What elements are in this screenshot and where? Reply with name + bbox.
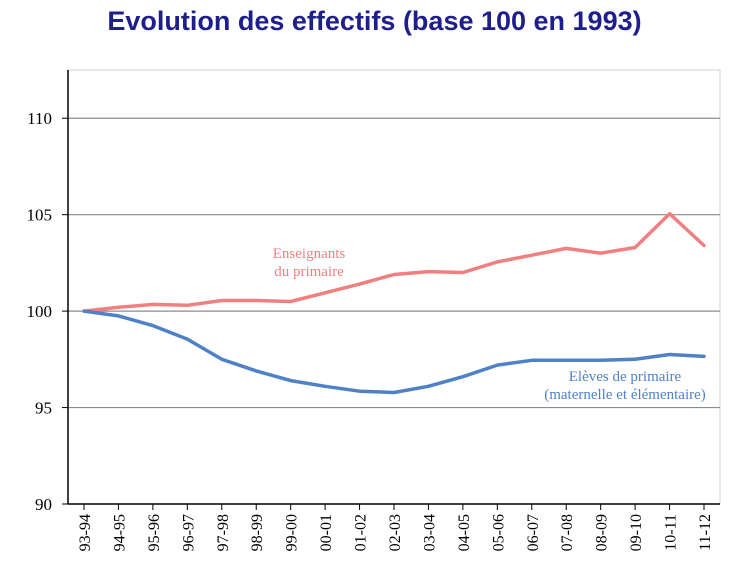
- series-lines: [82, 211, 706, 395]
- x-tick-label: 10-11: [663, 514, 680, 551]
- x-tick-label: 08-09: [594, 514, 611, 551]
- series-line-eleves: [82, 309, 706, 395]
- x-tick-label: 00-01: [318, 514, 335, 551]
- x-tick-label: 04-05: [456, 514, 473, 551]
- grid-lines: [67, 69, 721, 505]
- x-tick-label: 01-02: [353, 514, 370, 551]
- y-tick-label: 90: [35, 495, 52, 514]
- plot-area: [67, 69, 721, 505]
- x-tick-label: 98-99: [249, 514, 266, 551]
- x-tick-label: 96-97: [180, 514, 197, 551]
- series-label-enseignants: du primaire: [274, 264, 344, 280]
- series-label-eleves: Elèves de primaire: [569, 369, 682, 385]
- y-tick-label: 100: [27, 302, 53, 321]
- x-tick-label: 05-06: [490, 514, 507, 551]
- x-tick-label: 94-95: [111, 514, 128, 551]
- x-tick-label: 11-12: [697, 514, 714, 551]
- x-tick-label: 93-94: [77, 514, 94, 551]
- x-tick-label: 99-00: [284, 514, 301, 551]
- x-tick-label: 03-04: [421, 514, 438, 551]
- y-axis-ticks: 90 95 100 105 110: [27, 109, 68, 514]
- x-tick-label: 07-08: [559, 514, 576, 551]
- series-label-eleves: (maternelle et élémentaire): [544, 387, 706, 403]
- chart-title: Evolution des effectifs (base 100 en 199…: [107, 6, 642, 36]
- y-tick-label: 105: [27, 206, 53, 225]
- y-tick-label: 95: [35, 399, 52, 418]
- series-label-enseignants: Enseignants: [273, 246, 346, 262]
- x-tick-label: 95-96: [146, 514, 163, 551]
- x-tick-label: 02-03: [387, 514, 404, 551]
- series-labels: Enseignants du primaire Elèves de primaire…: [273, 246, 706, 403]
- x-axis-ticks: 93-94 94-95 95-96 96-97 97-98 98-99 99-00 00-01…: [77, 504, 714, 551]
- x-tick-label: 09-10: [628, 514, 645, 551]
- y-tick-label: 110: [27, 109, 52, 128]
- series-line-enseignants: [82, 211, 706, 313]
- x-tick-label: 06-07: [525, 514, 542, 551]
- x-tick-label: 97-98: [215, 514, 232, 551]
